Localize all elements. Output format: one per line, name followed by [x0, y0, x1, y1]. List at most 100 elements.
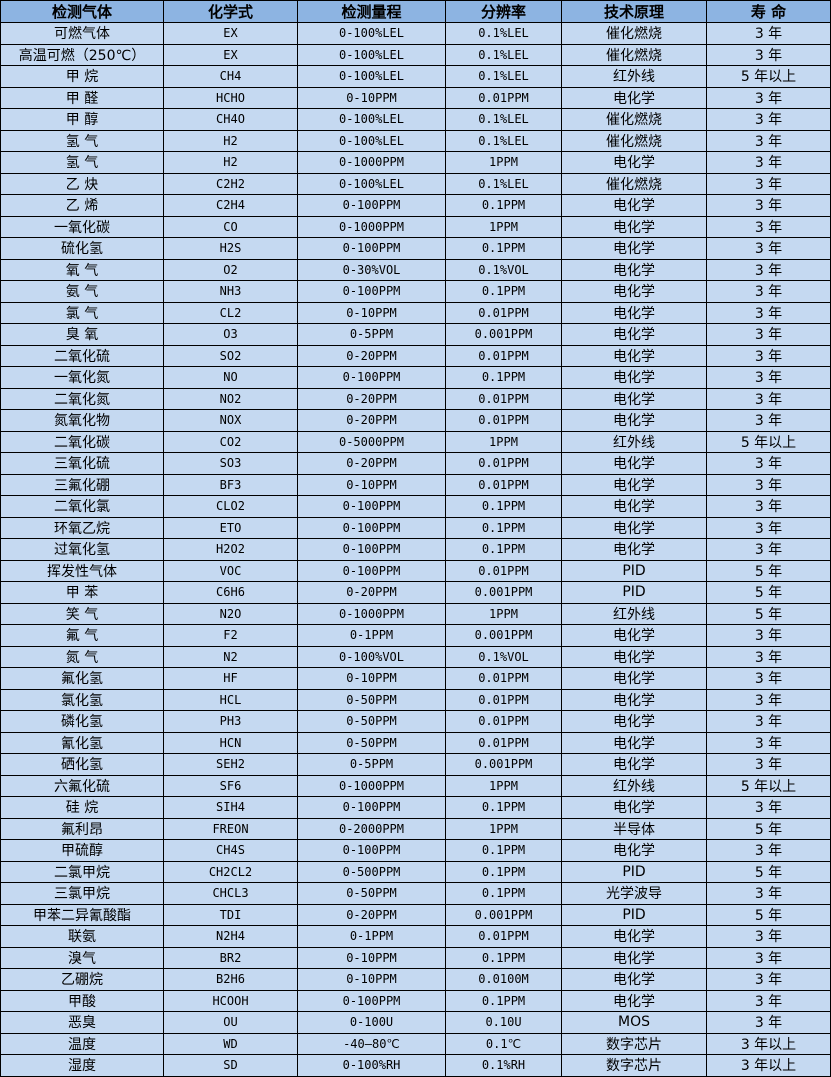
cell-lifespan: 3 年 [706, 538, 831, 561]
table-row: 硒化氢 SEH2 0-5PPM 0.001PPM 电化学 3 年 [0, 753, 831, 776]
cell-formula: C2H2 [163, 172, 298, 195]
cell-formula: NO2 [163, 387, 298, 410]
table-row: 乙 炔 C2H2 0-100%LEL 0.1%LEL 催化燃烧 3 年 [0, 172, 831, 195]
table-row: 可燃气体 EX 0-100%LEL 0.1%LEL 催化燃烧 3 年 [0, 22, 831, 45]
cell-lifespan: 3 年 [706, 344, 831, 367]
cell-formula: N2 [163, 645, 298, 668]
cell-formula: NO [163, 366, 298, 389]
cell-range: 0-100%RH [297, 1054, 446, 1077]
cell-range: 0-20PPM [297, 903, 446, 926]
table-row: 乙 烯 C2H4 0-100PPM 0.1PPM 电化学 3 年 [0, 194, 831, 217]
cell-gas-name: 氧 气 [0, 258, 164, 281]
cell-range: 0-10PPM [297, 946, 446, 969]
cell-range: 0-20PPM [297, 452, 446, 475]
cell-principle: 电化学 [561, 624, 707, 647]
cell-range: 0-20PPM [297, 387, 446, 410]
table-row: 甲 苯 C6H6 0-20PPM 0.001PPM PID 5 年 [0, 581, 831, 604]
cell-resolution: 0.1%LEL [445, 172, 562, 195]
cell-lifespan: 3 年 [706, 925, 831, 948]
cell-range: 0-10PPM [297, 667, 446, 690]
cell-resolution: 1PPM [445, 774, 562, 797]
cell-gas-name: 二氧化氮 [0, 387, 164, 410]
cell-principle: 电化学 [561, 280, 707, 303]
cell-gas-name: 三氧化硫 [0, 452, 164, 475]
cell-resolution: 0.1%VOL [445, 645, 562, 668]
cell-formula: CO [163, 215, 298, 238]
cell-formula: CL2 [163, 301, 298, 324]
table-row: 二氧化氮 NO2 0-20PPM 0.01PPM 电化学 3 年 [0, 387, 831, 410]
cell-formula: C6H6 [163, 581, 298, 604]
cell-principle: 电化学 [561, 387, 707, 410]
cell-principle: 电化学 [561, 258, 707, 281]
cell-resolution: 0.1PPM [445, 946, 562, 969]
table-row: 氟化氢 HF 0-10PPM 0.01PPM 电化学 3 年 [0, 667, 831, 690]
column-header-range: 检测量程 [297, 0, 446, 23]
column-header-formula: 化学式 [163, 0, 298, 23]
cell-formula: CH4 [163, 65, 298, 88]
cell-principle: 催化燃烧 [561, 129, 707, 152]
cell-gas-name: 甲酸 [0, 989, 164, 1012]
cell-lifespan: 3 年 [706, 108, 831, 131]
cell-gas-name: 氮氧化物 [0, 409, 164, 432]
cell-range: 0-100PPM [297, 495, 446, 518]
cell-gas-name: 联氨 [0, 925, 164, 948]
cell-principle: 红外线 [561, 430, 707, 453]
cell-formula: WD [163, 1032, 298, 1055]
cell-resolution: 1PPM [445, 215, 562, 238]
table-row: 联氨 N2H4 0-1PPM 0.01PPM 电化学 3 年 [0, 925, 831, 948]
cell-principle: 电化学 [561, 667, 707, 690]
cell-formula: OU [163, 1011, 298, 1034]
table-row: 高温可燃（250℃） EX 0-100%LEL 0.1%LEL 催化燃烧 3 年 [0, 43, 831, 66]
cell-resolution: 0.01PPM [445, 731, 562, 754]
cell-range: 0-100%LEL [297, 129, 446, 152]
cell-range: 0-100PPM [297, 559, 446, 582]
cell-resolution: 0.1PPM [445, 882, 562, 905]
cell-lifespan: 3 年 [706, 301, 831, 324]
cell-principle: 电化学 [561, 237, 707, 260]
cell-lifespan: 3 年 [706, 237, 831, 260]
cell-lifespan: 3 年 [706, 387, 831, 410]
cell-range: -40—80℃ [297, 1032, 446, 1055]
cell-resolution: 0.1PPM [445, 280, 562, 303]
cell-resolution: 0.0100M [445, 968, 562, 991]
cell-principle: 半导体 [561, 817, 707, 840]
table-header-row: 检测气体 化学式 检测量程 分辨率 技术原理寿 命 [0, 0, 831, 23]
cell-gas-name: 二氯甲烷 [0, 860, 164, 883]
cell-lifespan: 3 年 [706, 710, 831, 733]
column-header-principle: 技术原理 [561, 0, 707, 23]
cell-resolution: 0.01PPM [445, 473, 562, 496]
table-row: 湿度 SD 0-100%RH 0.1%RH 数字芯片 3 年以上 [0, 1054, 831, 1077]
cell-principle: 电化学 [561, 194, 707, 217]
cell-gas-name: 甲 醛 [0, 86, 164, 109]
cell-resolution: 0.01PPM [445, 301, 562, 324]
cell-range: 0-20PPM [297, 581, 446, 604]
cell-lifespan: 3 年以上 [706, 1054, 831, 1077]
cell-lifespan: 3 年 [706, 731, 831, 754]
cell-principle: 电化学 [561, 538, 707, 561]
cell-range: 0-1000PPM [297, 151, 446, 174]
cell-lifespan: 5 年以上 [706, 774, 831, 797]
table-row: 乙硼烷 B2H6 0-10PPM 0.0100M 电化学 3 年 [0, 968, 831, 991]
cell-principle: 电化学 [561, 366, 707, 389]
table-row: 臭 氧 O3 0-5PPM 0.001PPM 电化学 3 年 [0, 323, 831, 346]
cell-gas-name: 臭 氧 [0, 323, 164, 346]
table-row: 三氧化硫 SO3 0-20PPM 0.01PPM 电化学 3 年 [0, 452, 831, 475]
cell-lifespan: 3 年 [706, 366, 831, 389]
cell-gas-name: 硒化氢 [0, 753, 164, 776]
table-row: 硅 烷 SIH4 0-100PPM 0.1PPM 电化学 3 年 [0, 796, 831, 819]
cell-range: 0-1PPM [297, 624, 446, 647]
cell-resolution: 0.1%LEL [445, 43, 562, 66]
cell-gas-name: 氟化氢 [0, 667, 164, 690]
cell-formula: BF3 [163, 473, 298, 496]
cell-gas-name: 环氧乙烷 [0, 516, 164, 539]
table-row: 二氧化氯 CLO2 0-100PPM 0.1PPM 电化学 3 年 [0, 495, 831, 518]
cell-principle: 红外线 [561, 774, 707, 797]
cell-gas-name: 甲苯二异氰酸酯 [0, 903, 164, 926]
cell-formula: B2H6 [163, 968, 298, 991]
cell-formula: VOC [163, 559, 298, 582]
cell-formula: CHCL3 [163, 882, 298, 905]
cell-range: 0-1000PPM [297, 602, 446, 625]
cell-lifespan: 3 年 [706, 172, 831, 195]
cell-resolution: 0.01PPM [445, 344, 562, 367]
cell-lifespan: 3 年 [706, 129, 831, 152]
